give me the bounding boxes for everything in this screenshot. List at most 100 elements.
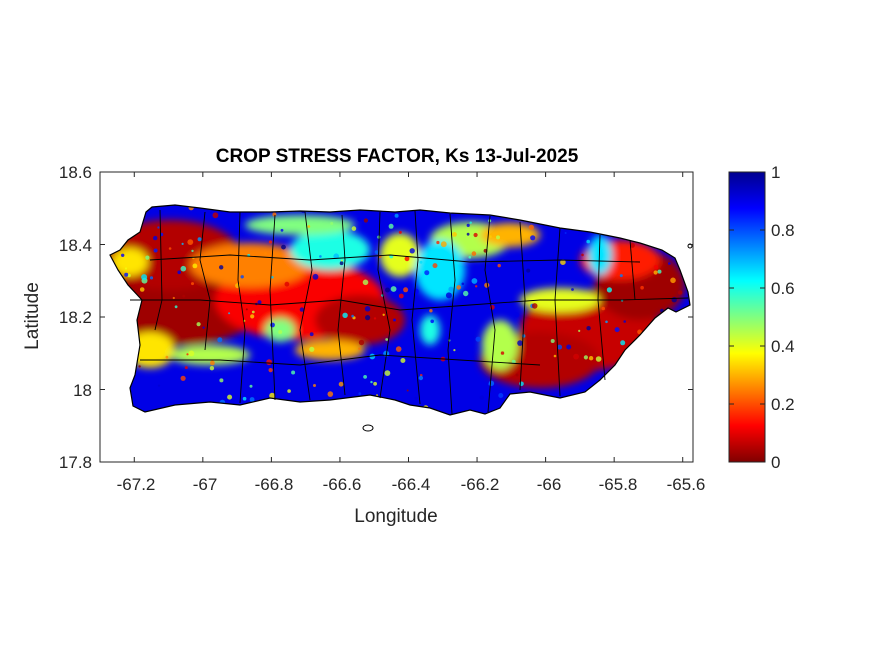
- ks-speckle: [393, 318, 396, 322]
- ks-speckle: [373, 317, 377, 320]
- axis-ticks: [100, 171, 693, 463]
- ks-speckle: [653, 270, 658, 275]
- ks-speckle: [251, 310, 255, 314]
- ks-speckle: [168, 247, 172, 250]
- ks-speckle: [217, 337, 223, 343]
- ks-speckle: [581, 253, 584, 257]
- ks-speckle: [187, 239, 194, 246]
- ks-speckle: [227, 394, 233, 400]
- ks-speckle: [149, 276, 154, 280]
- ks-speckle: [463, 290, 469, 297]
- ks-speckle: [312, 273, 319, 280]
- ks-speckle: [404, 256, 410, 262]
- ks-speckle: [280, 228, 284, 232]
- ks-speckle: [418, 375, 424, 381]
- municipality-border: [377, 211, 391, 399]
- ks-speckle: [342, 312, 348, 318]
- ks-speckle: [309, 332, 314, 337]
- ks-speckle: [210, 211, 213, 214]
- ks-speckle: [209, 366, 215, 371]
- colorbar-tick-label: 0.4: [771, 337, 795, 356]
- ks-region: [245, 215, 355, 235]
- ks-speckle: [614, 327, 620, 333]
- ks-speckle: [629, 242, 635, 248]
- ks-speckle: [362, 279, 369, 286]
- ks-speckle: [452, 232, 457, 237]
- x-tick-label: -65.8: [599, 475, 638, 494]
- ks-speckle: [640, 285, 644, 290]
- ks-speckle: [157, 384, 161, 387]
- ks-speckle: [287, 389, 291, 393]
- ks-speckle: [242, 396, 247, 401]
- x-tick-label: -65.6: [667, 475, 706, 494]
- ks-speckle: [351, 314, 354, 318]
- ks-speckle: [309, 346, 315, 352]
- ks-speckle: [369, 353, 376, 360]
- ks-speckle: [413, 288, 419, 295]
- ks-speckle: [153, 248, 158, 253]
- ks-speckle: [266, 359, 272, 366]
- ks-speckle: [268, 368, 273, 373]
- colorbar-tick-label: 0: [771, 453, 780, 472]
- ks-speckle: [358, 347, 361, 350]
- ks-speckle: [668, 262, 671, 265]
- ks-speckle: [124, 267, 128, 270]
- ks-speckle: [358, 392, 362, 396]
- ks-speckle: [271, 276, 274, 279]
- coastline: [109, 204, 691, 416]
- ks-speckle: [406, 389, 409, 392]
- colorbar-ticks: [729, 171, 765, 463]
- ks-speckle: [619, 274, 623, 278]
- ks-speckle: [557, 344, 563, 350]
- ks-speckle: [566, 344, 572, 350]
- municipality-borders: [109, 204, 693, 432]
- ks-speckle: [174, 305, 178, 309]
- ks-speckle: [436, 240, 440, 245]
- municipality-border: [237, 211, 246, 404]
- colorbar-tick-label: 0.8: [771, 221, 795, 240]
- colorbar-tick-label: 0.6: [771, 279, 795, 298]
- ks-speckle: [382, 313, 385, 316]
- ks-speckle: [240, 275, 244, 279]
- ks-speckle: [182, 294, 186, 298]
- ks-speckle: [284, 281, 290, 287]
- x-tick-label: -66.6: [323, 475, 362, 494]
- ks-region: [295, 340, 365, 360]
- ks-speckle: [586, 239, 590, 244]
- ks-speckle: [678, 290, 683, 295]
- ks-speckle: [400, 358, 406, 363]
- ks-speckle: [313, 384, 316, 387]
- ks-speckle: [517, 340, 523, 346]
- ks-speckle: [605, 320, 608, 324]
- municipality-border: [130, 297, 689, 311]
- ks-speckle: [573, 353, 579, 360]
- ks-speckle: [191, 282, 194, 286]
- ks-speckle: [192, 263, 198, 269]
- colorbar-tick-label: 1: [771, 163, 780, 182]
- ks-speckle: [291, 370, 296, 375]
- x-tick-label: -66: [537, 475, 562, 494]
- ks-speckle: [550, 339, 555, 343]
- ks-speckle: [180, 375, 186, 381]
- ks-speckle: [515, 373, 519, 377]
- ks-speckle: [139, 287, 145, 292]
- ks-speckle: [479, 395, 485, 400]
- ks-speckle: [398, 293, 404, 299]
- ks-speckle: [268, 240, 272, 244]
- ks-speckle: [188, 350, 195, 357]
- ks-speckle: [471, 251, 477, 256]
- ks-speckle: [330, 222, 334, 225]
- ks-speckle: [264, 252, 267, 255]
- ks-speckle: [340, 259, 343, 262]
- ks-speckle: [210, 360, 215, 366]
- ks-speckle: [528, 224, 535, 230]
- ks-speckle: [365, 315, 371, 321]
- ks-speckle: [228, 312, 231, 315]
- ks-speckle: [270, 322, 275, 328]
- ks-speckle: [249, 384, 253, 388]
- ks-speckle: [186, 353, 189, 356]
- municipality-border: [411, 210, 421, 405]
- ks-speckle: [245, 308, 248, 311]
- ks-speckle: [124, 272, 129, 277]
- ks-speckle: [351, 226, 357, 231]
